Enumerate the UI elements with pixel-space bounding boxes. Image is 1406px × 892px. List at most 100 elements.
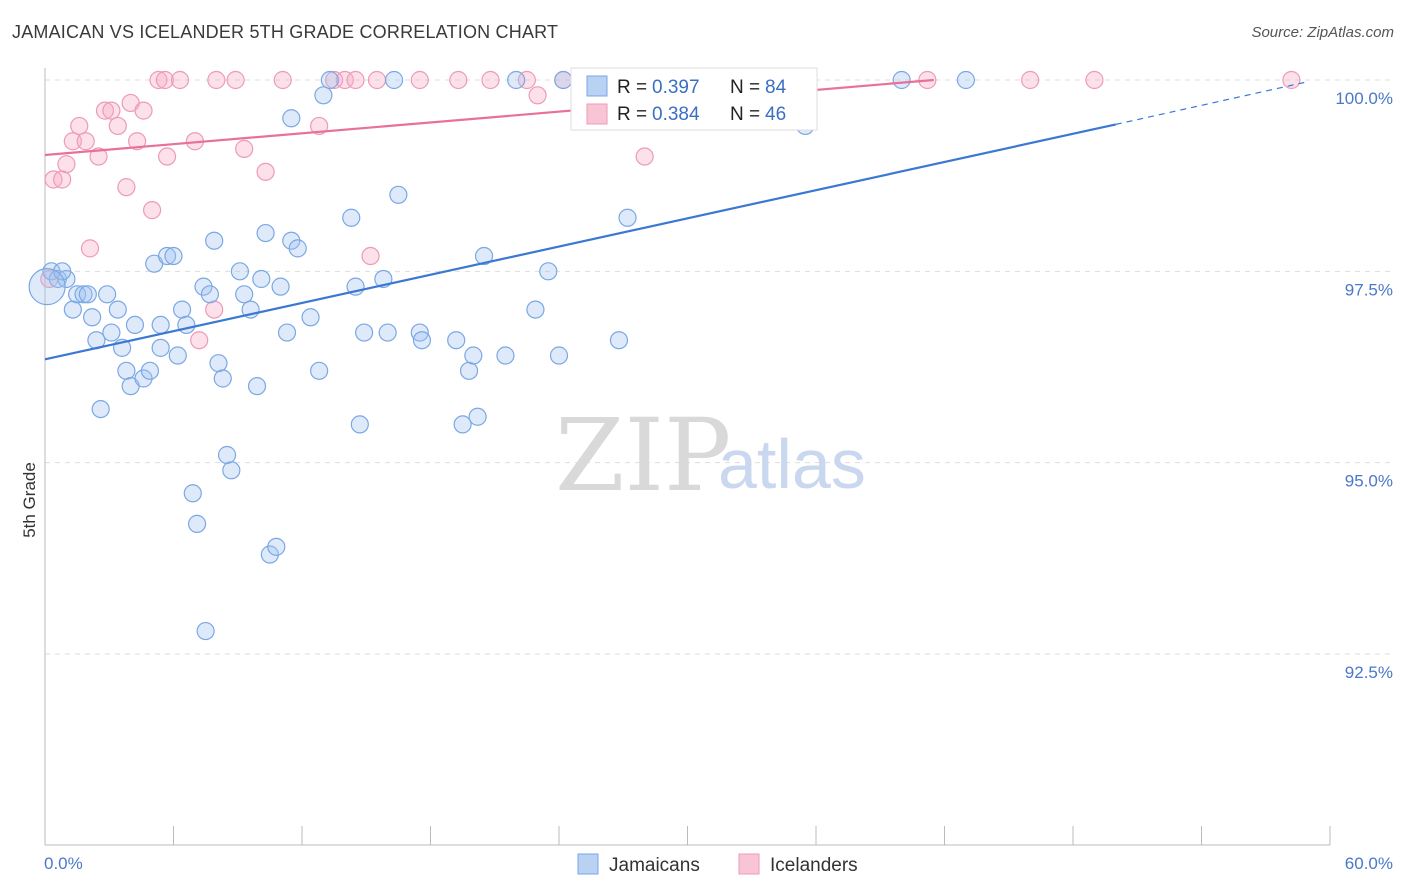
- jamaican-trend-line: [44, 123, 1117, 361]
- scatter-points: [28, 70, 1301, 641]
- watermark: ZIP atlas: [555, 397, 866, 514]
- jamaican-point: [453, 415, 472, 434]
- jamaican-point: [196, 621, 215, 641]
- jamaican-point: [53, 262, 72, 281]
- icelander-point: [205, 300, 224, 319]
- jamaican-point: [314, 86, 333, 105]
- legend-swatch-jamaicans: [586, 75, 608, 97]
- legend-n-label-1: N =: [730, 77, 760, 98]
- legend-n-value-1: 84: [765, 77, 787, 98]
- jamaican-point: [310, 361, 329, 380]
- jamaican-point: [892, 70, 911, 90]
- icelander-point: [190, 331, 209, 350]
- icelander-point: [108, 116, 127, 136]
- icelander-point: [207, 70, 226, 90]
- x-tick-labels: 0.0% 60.0%: [44, 854, 1393, 873]
- jamaican-point: [464, 346, 483, 365]
- icelander-point: [102, 101, 121, 120]
- jamaican-point: [168, 346, 187, 365]
- jamaican-point: [468, 407, 487, 426]
- icelander-point: [117, 178, 136, 197]
- icelander-point: [149, 70, 168, 90]
- jamaican-point: [108, 300, 127, 319]
- jamaican-point: [496, 346, 515, 365]
- icelander-point: [127, 132, 147, 151]
- stats-legend: R = 0.397 N = 84 R = 0.384 N = 46: [570, 67, 818, 131]
- legend-swatch-jamaicans-bottom: [577, 853, 599, 875]
- icelander-point: [335, 70, 354, 90]
- jamaican-point: [271, 277, 290, 296]
- icelander-point: [528, 86, 547, 105]
- y-tick-label-1: 95.0%: [1345, 472, 1393, 491]
- icelander-point: [57, 155, 76, 174]
- jamaican-point: [277, 323, 297, 342]
- y-axis-label: 5th Grade: [20, 462, 39, 538]
- jamaican-point: [609, 331, 629, 350]
- icelander-point: [481, 70, 500, 90]
- jamaican-point: [384, 70, 404, 90]
- jamaican-point: [539, 262, 558, 281]
- jamaican-point: [177, 315, 196, 335]
- icelander-point: [1021, 70, 1040, 90]
- jamaican-point: [235, 285, 254, 304]
- jamaican-point: [63, 300, 82, 319]
- jamaican-point: [157, 246, 177, 266]
- icelander-point: [170, 70, 190, 90]
- jamaican-point: [554, 70, 573, 90]
- icelander-point: [53, 170, 72, 189]
- icelander-point: [517, 70, 536, 90]
- jamaican-point: [412, 331, 432, 350]
- legend-swatch-icelanders-bottom: [738, 853, 760, 875]
- jamaican-point: [151, 338, 170, 357]
- icelander-point: [325, 70, 344, 90]
- jamaican-trend-extension: [1115, 80, 1309, 125]
- icelander-point: [70, 116, 89, 136]
- icelander-point: [273, 70, 292, 90]
- jamaican-point: [140, 361, 160, 380]
- icelander-point: [1282, 70, 1301, 90]
- jamaican-point: [267, 537, 286, 556]
- icelander-point: [155, 70, 175, 90]
- grid-lines: [45, 79, 1390, 655]
- icelander-point: [449, 70, 468, 90]
- icelander-point: [80, 239, 100, 258]
- jamaican-point: [389, 185, 408, 204]
- legend-label-jamaicans: Jamaicans: [609, 855, 700, 876]
- jamaican-point: [342, 208, 361, 227]
- jamaican-point: [282, 109, 301, 128]
- jamaican-point: [956, 70, 976, 90]
- jamaican-point: [172, 300, 192, 319]
- icelander-point: [89, 147, 108, 166]
- jamaican-point: [350, 415, 369, 434]
- icelander-point: [134, 101, 153, 120]
- icelander-point: [95, 101, 115, 120]
- icelander-point: [346, 70, 365, 90]
- jamaican-point: [91, 399, 110, 419]
- jamaican-point: [378, 323, 397, 342]
- jamaican-point: [117, 361, 136, 380]
- legend-label-icelanders: Icelanders: [770, 855, 858, 876]
- jamaican-point: [74, 285, 93, 304]
- legend-n-label-2: N =: [730, 104, 760, 125]
- jamaican-point: [187, 514, 207, 533]
- legend-n-value-2: 46: [765, 104, 786, 125]
- jamaican-point: [549, 346, 569, 365]
- jamaican-point: [200, 285, 220, 304]
- jamaican-point: [205, 231, 224, 250]
- legend-swatch-icelanders: [586, 103, 608, 125]
- jamaican-point: [164, 246, 183, 266]
- jamaican-point: [151, 315, 170, 335]
- jamaican-point: [301, 308, 320, 327]
- icelander-point: [226, 70, 245, 90]
- icelander-point: [635, 147, 654, 166]
- icelander-point: [361, 246, 380, 266]
- jamaican-point: [526, 300, 545, 319]
- legend-r-label-1: R =: [617, 77, 647, 98]
- source-credit: Source: ZipAtlas.com: [1251, 24, 1394, 41]
- icelander-point: [410, 70, 429, 90]
- icelander-point: [310, 116, 329, 136]
- jamaican-point: [474, 246, 494, 266]
- icelander-point: [157, 147, 177, 166]
- y-tick-label-3: 100.0%: [1335, 89, 1393, 108]
